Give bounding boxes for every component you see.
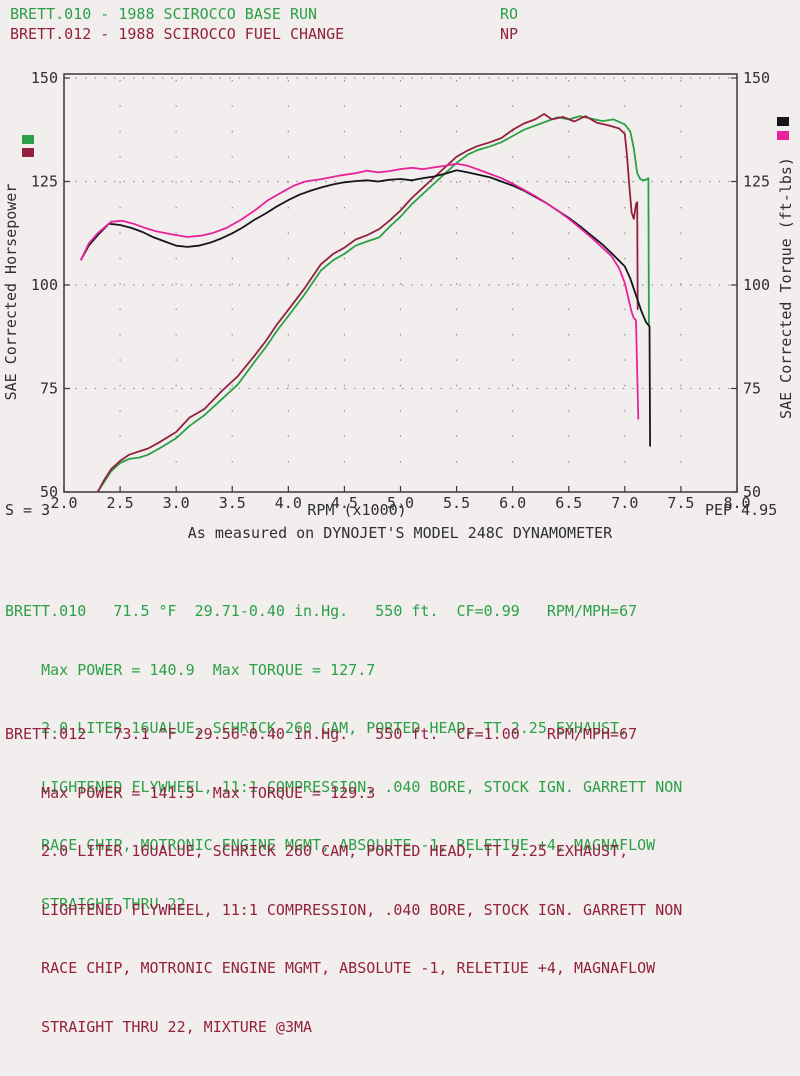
x-tick-label: 2.5 bbox=[107, 494, 134, 512]
x-tick-label: 5.0 bbox=[387, 494, 414, 512]
run-1-code: RO bbox=[500, 5, 519, 23]
run-1-title: BRETT.010 - 1988 SCIROCCO BASE RUN bbox=[10, 5, 318, 23]
x-tick-label: 4.0 bbox=[275, 494, 302, 512]
curve-brett-012-torque bbox=[79, 162, 640, 420]
smoothing-label: S = 3 bbox=[5, 501, 51, 519]
run-2-code: NP bbox=[500, 24, 519, 43]
curve-brett-010-horsepower bbox=[96, 115, 650, 493]
x-tick-label: 7.5 bbox=[667, 494, 694, 512]
y-tick-label-right: 125 bbox=[743, 173, 770, 191]
x-tick-label: 6.0 bbox=[499, 494, 526, 512]
run-2-details: BRETT.012 73.1 °F 29.56-0.40 in.Hg. 550 … bbox=[5, 686, 795, 1076]
pep-version-label: PEP 4.95 bbox=[705, 501, 778, 519]
x-tick-label: 8.0 bbox=[723, 494, 750, 512]
legend-swatch-tq-run1 bbox=[777, 117, 789, 126]
x-tick-label: 3.5 bbox=[219, 494, 246, 512]
run-2-conditions: BRETT.012 73.1 °F 29.56-0.40 in.Hg. 550 … bbox=[5, 725, 638, 743]
y-tick-label-left: 125 bbox=[31, 173, 58, 191]
dyno-sheet: BRETT.010 - 1988 SCIROCCO BASE RUN RO BR… bbox=[2, 5, 795, 1036]
y-tick-label-right: 100 bbox=[743, 276, 770, 294]
axis-ticks bbox=[63, 77, 738, 493]
run-1-comment-line: LIGHTENED FLYWHEEL, 11:1 COMPRESSION, .0… bbox=[5, 777, 683, 796]
x-tick-label: 3.0 bbox=[163, 494, 190, 512]
run-1-comment-line: 2.0 LITER 16UALUE, SCHRICK 260 CAM, PORT… bbox=[5, 719, 629, 737]
y-tick-label-left: 75 bbox=[40, 380, 58, 398]
x-tick-label: 7.0 bbox=[611, 494, 638, 512]
y-tick-label-right: 75 bbox=[743, 380, 761, 398]
run-2-comment-line: RACE CHIP, MOTRONIC ENGINE MGMT, ABSOLUT… bbox=[5, 959, 656, 977]
y-tick-label-left: 150 bbox=[31, 69, 58, 87]
dyno-note: As measured on DYNOJET'S MODEL 248C DYNA… bbox=[187, 524, 613, 542]
curve-brett-010-torque bbox=[80, 169, 651, 447]
x-axis-title: RPM (x1000) bbox=[307, 501, 407, 519]
legend-swatch-hp-run1 bbox=[22, 135, 34, 144]
y-axis-title-right: SAE Corrected Torque (ft-lbs) bbox=[777, 157, 795, 419]
dyno-chart: 2.0 2.5 3.0 3.5 4.0 4.5 5.0 5.5 6.0 6.5 7.0 7.5 8.0 1… bbox=[2, 69, 795, 512]
y-tick-label-left: 100 bbox=[31, 276, 58, 294]
y-axis-title-left: SAE Corrected Horsepower bbox=[2, 184, 20, 401]
header-run-1: BRETT.010 - 1988 SCIROCCO BASE RUN RO bbox=[10, 5, 790, 25]
dyno-curves bbox=[79, 113, 651, 493]
axis-tick-labels: 2.0 2.5 3.0 3.5 4.0 4.5 5.0 5.5 6.0 6.5 7.0 7.5 8.0 1… bbox=[31, 69, 770, 512]
run-2-title: BRETT.012 - 1988 SCIROCCO FUEL CHANGE bbox=[10, 24, 345, 43]
grid-dots bbox=[66, 77, 736, 490]
x-tick-label: 2.0 bbox=[50, 494, 77, 512]
x-tick-label: 6.5 bbox=[555, 494, 582, 512]
run-2-comment-line: STRAIGHT THRU 22, MIXTURE @3MA bbox=[5, 1017, 313, 1036]
y-tick-label-left: 50 bbox=[40, 483, 58, 501]
plot-box bbox=[63, 73, 738, 493]
y-tick-label-right: 50 bbox=[743, 483, 761, 501]
x-tick-label: 5.5 bbox=[443, 494, 470, 512]
run-1-max-values: Max POWER = 140.9 Max TORQUE = 127.7 bbox=[5, 660, 376, 679]
y-tick-label-right: 150 bbox=[743, 69, 770, 87]
x-tick-label: 4.5 bbox=[331, 494, 358, 512]
run-2-comment-line: 2.0 LITER 16UALUE, SCHRICK 260 CAM, PORT… bbox=[5, 842, 629, 860]
legend-swatch-hp-run2 bbox=[22, 148, 34, 157]
curve-brett-012-horsepower bbox=[96, 113, 639, 493]
legend-swatch-tq-run2 bbox=[777, 131, 789, 140]
run-2-max-values: Max POWER = 141.3 Max TORQUE = 129.3 bbox=[5, 783, 376, 802]
run-2-comment-line: LIGHTENED FLYWHEEL, 11:1 COMPRESSION, .0… bbox=[5, 900, 683, 919]
run-1-conditions: BRETT.010 71.5 °F 29.71-0.40 in.Hg. 550 … bbox=[5, 602, 638, 620]
header-run-2: BRETT.012 - 1988 SCIROCCO FUEL CHANGE NP bbox=[10, 25, 790, 45]
